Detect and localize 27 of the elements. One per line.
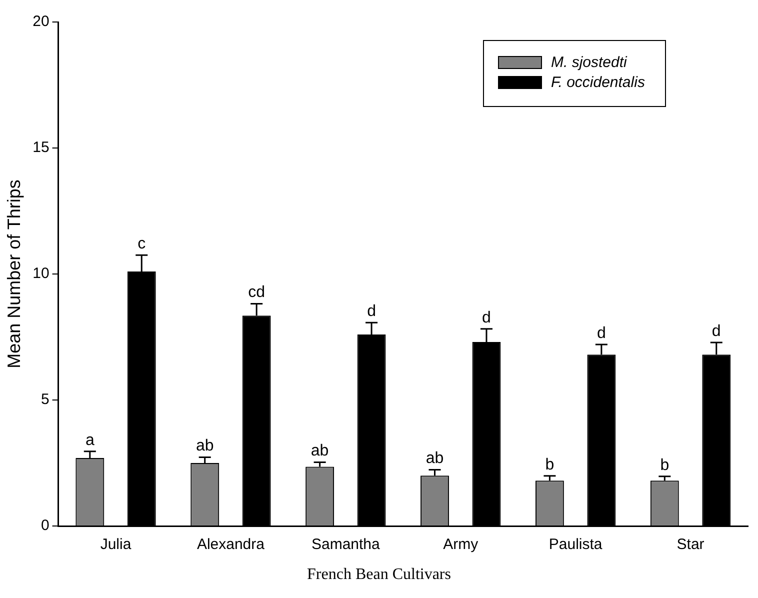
x-tick-label: Star — [676, 536, 704, 554]
annotation: ab — [310, 442, 329, 460]
legend-label: M. sjostedti — [551, 54, 627, 71]
annotation: b — [545, 456, 554, 474]
legend-label: F. occidentalis — [551, 74, 645, 91]
x-tick-label: Army — [443, 536, 479, 554]
annotation: cd — [248, 284, 266, 302]
annotation: c — [138, 236, 146, 253]
annotation: a — [85, 432, 94, 449]
y-tick-label: 5 — [40, 391, 50, 408]
y-tick-label: 10 — [32, 265, 50, 282]
annotation: d — [367, 303, 376, 320]
annotation: d — [596, 324, 606, 342]
annotation: d — [482, 309, 491, 326]
y-tick-label: 20 — [32, 13, 50, 30]
x-tick-label: Samantha — [311, 536, 381, 554]
x-axis-title: French Bean Cultivars — [306, 566, 452, 584]
annotation: ab — [426, 450, 444, 468]
annotation: d — [712, 322, 721, 340]
x-tick-label: Julia — [100, 536, 132, 554]
x-tick-label: Paulista — [548, 536, 603, 554]
annotation: b — [660, 456, 670, 474]
y-tick-label: 0 — [40, 517, 50, 534]
x-tick-label: Alexandra — [196, 536, 266, 554]
y-axis-title: Mean Number of Thrips — [4, 180, 24, 368]
annotation: ab — [196, 438, 214, 455]
y-tick-label: 15 — [32, 139, 50, 156]
